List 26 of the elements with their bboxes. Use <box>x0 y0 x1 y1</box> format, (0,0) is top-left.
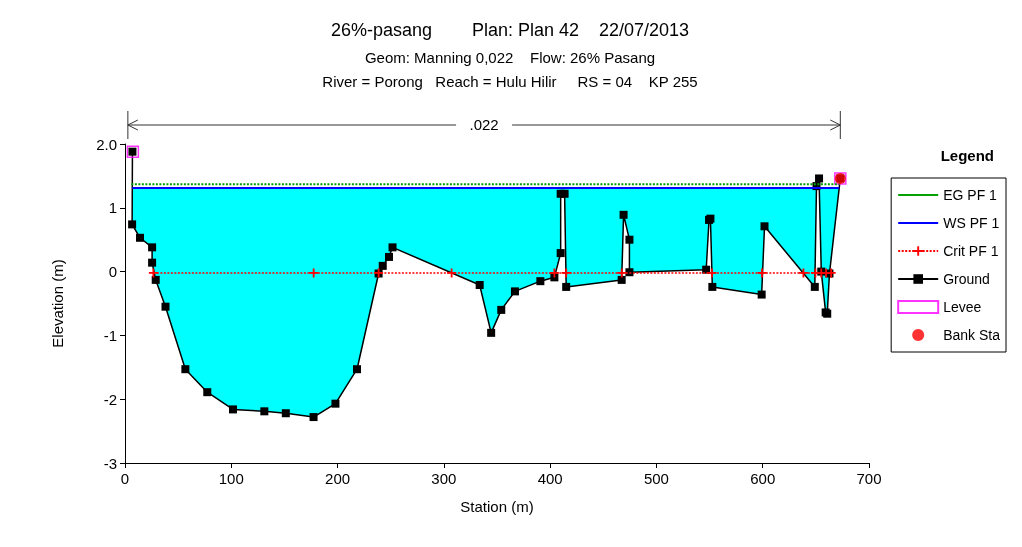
legend-label: EG PF 1 <box>943 187 998 203</box>
y-axis-title: Elevation (m) <box>49 259 66 348</box>
x-tick-label: 700 <box>856 470 882 487</box>
legend-title: Legend <box>940 147 995 164</box>
x-tick-label: 600 <box>750 470 776 487</box>
y-tick-label: -1 <box>103 326 117 344</box>
legend-label: Levee <box>943 299 982 315</box>
y-tick-label: -2 <box>103 390 117 408</box>
x-tick-label: 200 <box>325 470 351 487</box>
y-tick-label: 1 <box>108 199 117 217</box>
y-tick-label: 2.0 <box>96 135 117 153</box>
x-tick-label: 100 <box>218 470 244 487</box>
x-tick-label: 0 <box>120 470 130 487</box>
y-tick-label: -3 <box>103 454 117 472</box>
legend-label: Bank Sta <box>943 327 1001 343</box>
x-tick-label: 500 <box>643 470 669 487</box>
legend-label: Ground <box>943 271 990 287</box>
y-tick-label: 0 <box>108 263 117 281</box>
legend-label: Crit PF 1 <box>943 243 999 259</box>
x-tick-label: 300 <box>431 470 457 487</box>
chart-title: 26%-pasang Plan: Plan 42 22/07/2013 <box>330 20 690 40</box>
chart-subtitle: Geom: Manning 0,022 Flow: 26% Pasang River = Porong Reach = Hulu Hilir RS = 04 KP 255 <box>322 48 698 90</box>
legend-label: WS PF 1 <box>943 215 1000 231</box>
text: .022 <box>469 116 499 133</box>
x-tick-label: 400 <box>537 470 563 487</box>
x-axis-title: Station (m) <box>460 498 534 515</box>
